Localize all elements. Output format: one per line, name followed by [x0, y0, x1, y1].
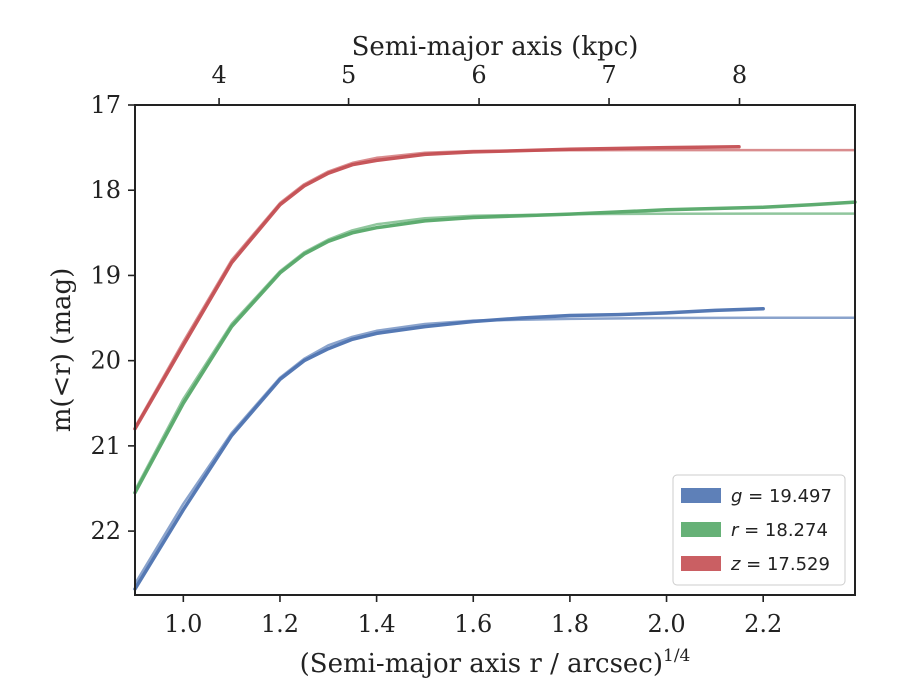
legend-swatch-z — [681, 556, 721, 571]
series-z-line — [133, 145, 741, 431]
y-tick-label: 18 — [90, 176, 121, 204]
x-tick-label: 2.2 — [744, 610, 782, 638]
x-axis-label-text: (Semi-major axis r / arcsec) — [300, 649, 663, 679]
y-tick-label: 19 — [90, 261, 121, 289]
series-r-model-line — [133, 212, 855, 491]
top-x-tick-label: 4 — [211, 61, 226, 89]
legend-label-z: z = 17.529 — [730, 554, 830, 575]
ticks-layer: 1.0 1.2 1.4 1.6 1.8 2.0 2.2 17 18 19 20 21 22 4 5 6 7 8 — [90, 61, 782, 638]
top-x-tick-label: 8 — [732, 61, 747, 89]
legend-swatch-g — [681, 488, 721, 503]
x-tick-label: 1.4 — [358, 610, 396, 638]
legend-value: = 18.274 — [738, 520, 828, 541]
series-z-model-line — [133, 148, 855, 428]
legend-value: = 19.497 — [742, 486, 832, 507]
legend-label-r: r = 18.274 — [731, 520, 828, 541]
y-tick-label: 17 — [90, 91, 121, 119]
x-tick-label: 1.2 — [261, 610, 299, 638]
x-tick-label: 2.0 — [647, 610, 685, 638]
x-axis-label-exponent: 1/4 — [663, 646, 690, 666]
y-axis-label: m(<r) (mag) — [47, 268, 77, 433]
series-layer — [133, 145, 857, 591]
legend-var: z — [730, 554, 741, 575]
plot-frame — [134, 104, 856, 596]
top-x-axis-label: Semi-major axis (kpc) — [352, 32, 639, 62]
top-x-tick-label: 5 — [341, 61, 356, 89]
legend-var: r — [731, 520, 740, 541]
top-x-tick-label: 7 — [601, 61, 616, 89]
legend-swatch-r — [681, 522, 721, 537]
y-tick-label: 20 — [90, 347, 121, 375]
y-tick-label: 22 — [90, 517, 121, 545]
top-x-tick-label: 6 — [471, 61, 486, 89]
y-tick-label: 21 — [90, 432, 121, 460]
x-tick-label: 1.6 — [454, 610, 492, 638]
x-tick-label: 1.0 — [164, 610, 202, 638]
legend-label-g: g = 19.497 — [731, 486, 832, 507]
x-axis-label: (Semi-major axis r / arcsec)1/4 — [300, 646, 691, 679]
series-g-line — [133, 306, 765, 591]
series-r-line — [133, 200, 857, 495]
legend-value: = 17.529 — [740, 554, 830, 575]
x-tick-label: 1.8 — [551, 610, 589, 638]
legend-var: g — [731, 486, 742, 507]
